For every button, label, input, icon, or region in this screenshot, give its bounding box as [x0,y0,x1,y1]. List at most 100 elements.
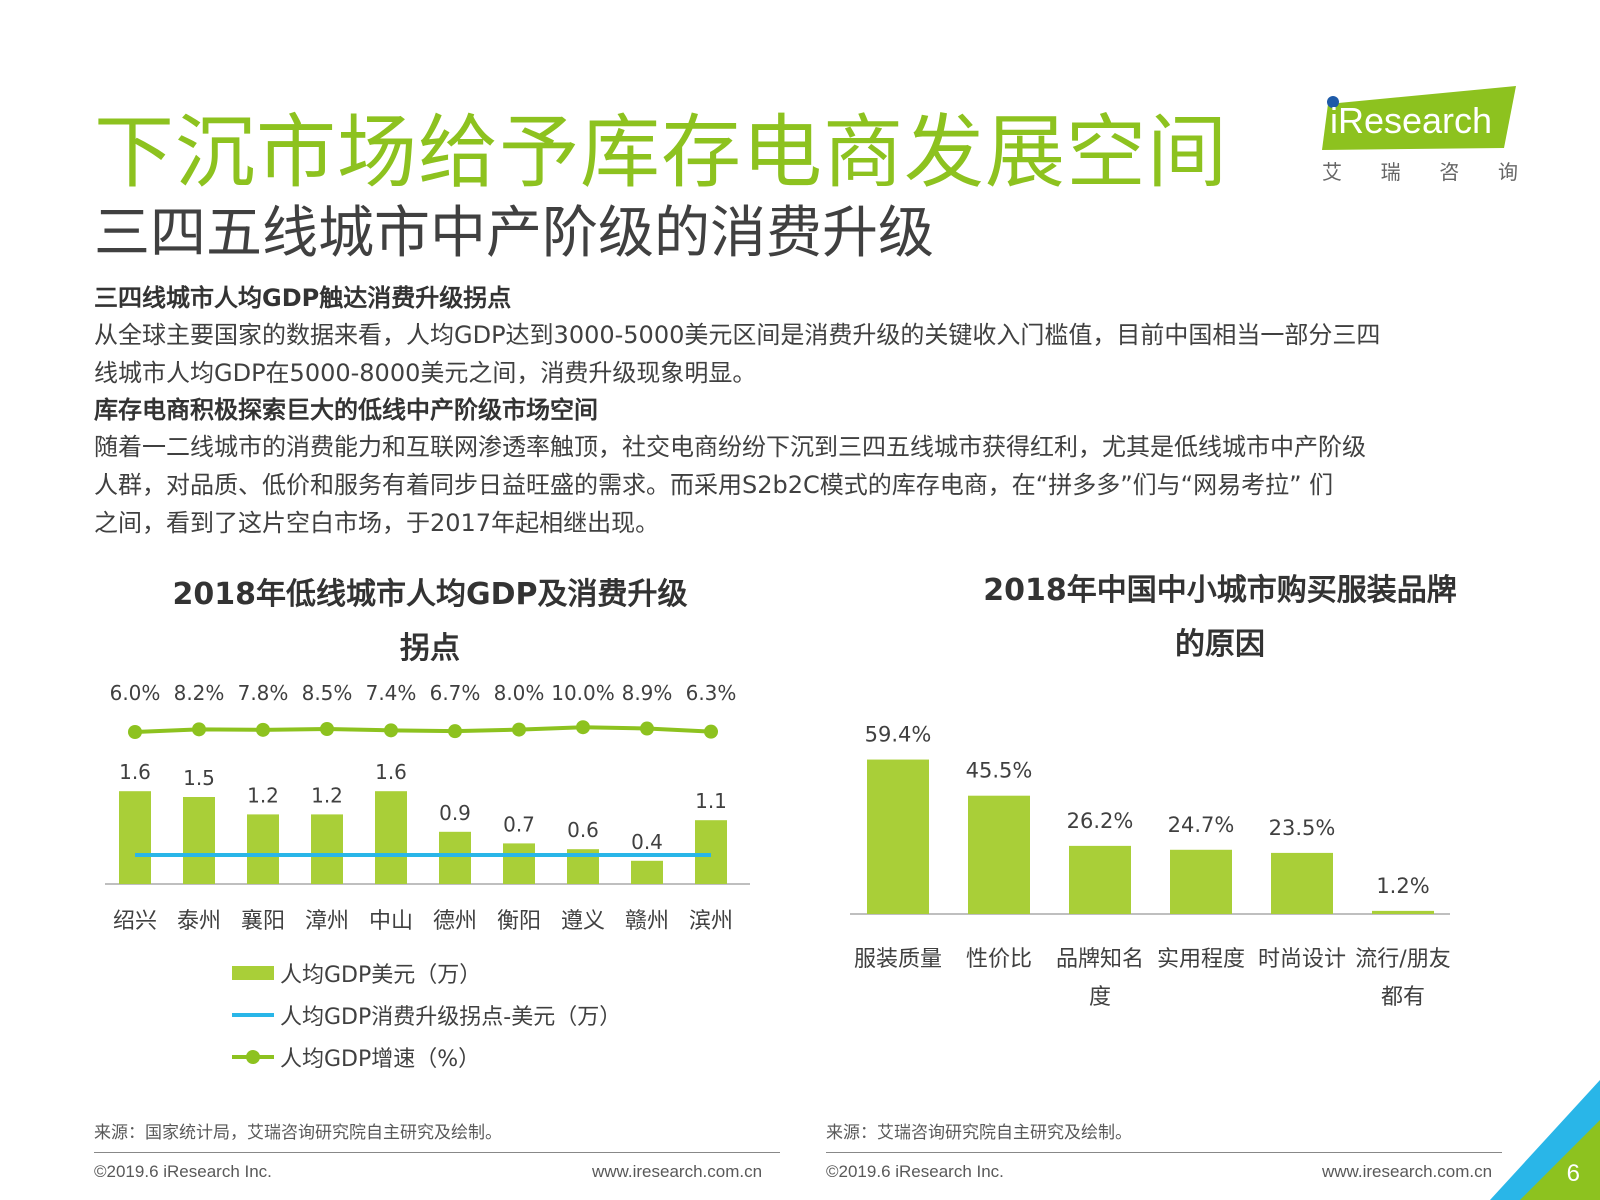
growth-point [256,722,270,737]
growth-label: 6.7% [430,681,481,705]
city-tick-label: 衡阳 [497,909,541,934]
reason-bar [1069,845,1131,914]
corner-decoration [1490,1080,1600,1200]
reason-tick-label: 时尚设计 [1258,947,1346,972]
reason-tick-label: 服装质量 [854,947,942,972]
reason-bar [1271,852,1333,914]
gdp-bar-label: 0.6 [567,818,599,842]
city-tick-label: 中山 [369,909,413,934]
intro-heading-1: 三四线城市人均GDP触达消费升级拐点 [94,284,512,312]
left-website-link[interactable]: www.iresearch.com.cn [592,1162,763,1181]
right-copyright: ©2019.6 iResearch Inc. [826,1162,1004,1181]
growth-point [320,722,334,736]
reason-tick-label: 流行/朋友 [1355,947,1450,972]
right-website-link[interactable]: www.iresearch.com.cn [1322,1162,1493,1181]
logo-char-3: 咨 [1439,160,1460,184]
logo-chinese: 艾 瑞 咨 询 [1322,156,1518,185]
reason-tick-label: 实用程度 [1157,947,1245,972]
logo-text: iResearch [1330,100,1492,141]
growth-point [448,724,462,739]
city-tick-label: 德州 [433,909,477,934]
growth-label: 6.0% [110,681,161,705]
city-tick-label: 漳州 [305,909,349,934]
page-subtitle: 三四五线城市中产阶级的消费升级 [94,201,934,266]
legend-line-swatch [232,1013,274,1017]
gdp-bar-label: 1.2 [311,783,343,807]
logo-char-2: 瑞 [1380,160,1401,184]
legend-item-gdp: 人均GDP美元（万） [232,952,621,994]
city-tick-label: 绍兴 [113,909,157,934]
city-tick-label: 泰州 [177,909,221,934]
reason-tick-label: 品牌知名 [1056,947,1144,972]
left-chart-legend: 人均GDP美元（万） 人均GDP消费升级拐点-美元（万） 人均GDP增速（%） [232,952,621,1078]
growth-point [704,724,718,739]
growth-label: 10.0% [551,681,615,705]
city-tick-label: 襄阳 [241,909,285,934]
left-chart-title-line-1: 2018年低线城市人均GDP及消费升级 [172,577,688,612]
legend-item-growth: 人均GDP增速（%） [232,1036,621,1078]
intro-paragraph-2-line-3: 之间，看到了这片空白市场，于2017年起相继出现。 [94,509,660,537]
growth-point [576,720,590,735]
reason-bar-label: 59.4% [865,723,932,747]
right-footer-divider [826,1152,1502,1153]
growth-point [128,725,142,739]
reason-bar-label: 45.5% [966,759,1033,783]
left-chart-title: 2018年低线城市人均GDP及消费升级 拐点 [120,568,740,676]
growth-line [134,725,712,734]
growth-label: 8.0% [494,681,545,705]
reason-bar-label: 1.2% [1376,874,1429,898]
legend-label-growth: 人均GDP增速（%） [280,1047,481,1072]
reason-bar [968,795,1030,914]
reason-bar-label: 23.5% [1269,816,1336,840]
reason-bar-label: 26.2% [1067,809,1134,833]
gdp-bar [183,797,215,884]
legend-label-threshold: 人均GDP消费升级拐点-美元（万） [280,1005,622,1030]
gdp-bar [631,860,663,884]
left-copyright: ©2019.6 iResearch Inc. [94,1162,272,1181]
gdp-bar-label: 1.6 [119,760,151,784]
growth-point [384,723,398,738]
gdp-bar-label: 1.1 [695,789,727,813]
reason-tick-label: 性价比 [966,947,1032,972]
gdp-bar [375,791,407,884]
intro-paragraph-2-line-2: 人群，对品质、低价和服务有着同步日益旺盛的需求。而采用S2b2C模式的库存电商，… [94,471,1334,499]
page-title: 下沉市场给予库存电商发展空间 [94,106,1228,199]
legend-label-gdp: 人均GDP美元（万） [280,963,482,988]
gdp-bar [695,820,727,884]
growth-label: 8.2% [174,681,225,705]
left-footer-divider [94,1152,780,1153]
intro-heading-2: 库存电商积极探索巨大的低线中产阶级市场空间 [94,396,598,424]
growth-label: 7.4% [366,681,417,705]
legend-bar-swatch [232,966,274,980]
growth-label: 6.3% [686,681,737,705]
growth-point [640,721,654,736]
gdp-bar-label: 1.6 [375,760,407,784]
legend-dot-line-swatch [232,1050,274,1064]
gdp-bar [439,831,471,884]
logo-char-1: 艾 [1322,160,1342,184]
growth-label: 8.9% [622,681,673,705]
city-tick-label: 赣州 [625,909,669,934]
city-tick-label: 遵义 [561,909,605,934]
growth-label: 7.8% [238,681,289,705]
growth-point [192,722,206,737]
gdp-bar [311,814,343,884]
left-chart: 1.6 绍兴 1.5 泰州 1.2 襄阳 1.2 漳州 1.6 中山 0.9 德州 0.7 衡阳 0.6 遵义… [105,681,750,934]
gdp-bar [247,814,279,884]
iresearch-logo: iResearch [1322,86,1516,150]
page-number: 6 [1566,1160,1580,1187]
city-tick-label: 滨州 [689,909,733,934]
gdp-bar-label: 1.2 [247,783,279,807]
gdp-bar-label: 0.9 [439,801,471,825]
reason-bar-label: 24.7% [1168,813,1235,837]
intro-text-block: 三四线城市人均GDP触达消费升级拐点 从全球主要国家的数据来看，人均GDP达到3… [94,280,1514,542]
right-source-note: 来源：艾瑞咨询研究院自主研究及绘制。 [826,1123,1132,1143]
reason-bar [1170,849,1232,914]
intro-paragraph-1-line-1: 从全球主要国家的数据来看，人均GDP达到3000-5000美元区间是消费升级的关… [94,321,1381,349]
logo-char-4: 询 [1497,160,1518,184]
gdp-bar-label: 1.5 [183,766,215,790]
gdp-bar [119,791,151,884]
reason-bar [1372,910,1434,914]
reason-tick-label: 度 [1089,985,1111,1010]
